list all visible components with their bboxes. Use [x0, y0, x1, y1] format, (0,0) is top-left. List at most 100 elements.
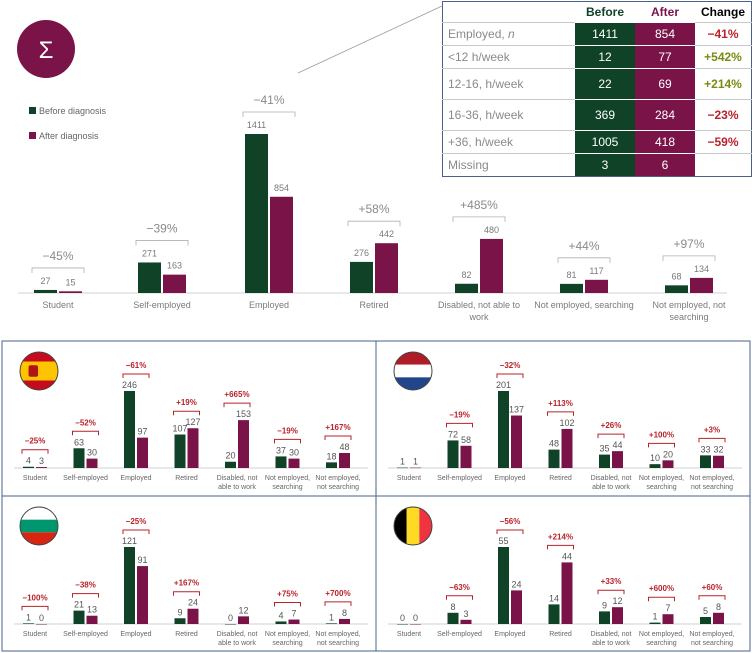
panel-value-after: 137	[509, 405, 524, 415]
panel-change-bracket	[648, 596, 675, 602]
panel-value-before: 55	[498, 536, 508, 546]
panel-change-bracket	[547, 544, 574, 550]
panel-value-after: 3	[39, 456, 44, 466]
panel-change-label: +113%	[548, 399, 573, 408]
panel-change-bracket	[72, 593, 99, 598]
panel-change-bracket	[21, 449, 49, 454]
main-value-after: 117	[589, 266, 603, 276]
panel-change-label: +167%	[174, 579, 199, 588]
main-value-before: 27	[40, 276, 50, 286]
panel-change-label: −61%	[126, 361, 147, 370]
flag-stripe-red	[394, 352, 432, 365]
panel-change-label: −56%	[500, 517, 521, 526]
panel-change-label: +75%	[277, 590, 298, 599]
panel-change-label: +700%	[325, 589, 350, 598]
table-row: 12-16, h/week 22 69 +214%	[442, 68, 752, 100]
sigma-symbol: Σ	[39, 37, 54, 64]
panel-category-label: searching	[646, 640, 676, 647]
panel-bar-after	[612, 607, 623, 624]
main-bar-after	[480, 238, 503, 293]
panel-value-after: 24	[188, 598, 198, 608]
panel-value-before: 9	[602, 600, 607, 610]
panel-bar-before	[23, 466, 34, 468]
panel-value-after: 12	[238, 605, 248, 615]
main-bar-before	[560, 283, 583, 293]
panel-bar-after	[36, 467, 47, 468]
panel-bar-before	[174, 618, 186, 624]
table-row: 16-36, h/week 369 284 −23%	[442, 99, 752, 131]
flag-stripe-blue	[394, 377, 432, 390]
panel-bar-before	[275, 621, 287, 624]
flag-stripe-white	[394, 364, 432, 378]
flag-outline	[393, 351, 433, 391]
main-value-after: 163	[167, 261, 182, 271]
panel-bar-after	[410, 624, 421, 625]
panel-change-label: −63%	[449, 583, 470, 592]
panel-value-after: 3	[463, 609, 468, 619]
panel-category-label: Employed	[494, 631, 525, 638]
panel-category-label: able to work	[218, 484, 256, 491]
panel-category-label: Self-employed	[63, 475, 108, 482]
legend-swatch-before	[29, 107, 36, 114]
panel-category-label: Disabled, not	[217, 475, 258, 482]
panel-value-after: 0	[413, 613, 418, 623]
panel-bar-before	[447, 440, 459, 468]
panel-change-label: +33%	[601, 577, 622, 586]
panel-bar-before	[397, 624, 408, 625]
panel-value-before: 4	[26, 456, 31, 466]
netherlands-flag-icon	[394, 352, 432, 390]
panel-bar-after	[561, 562, 573, 624]
panel-category-label: Not employed,	[689, 631, 734, 638]
panel-category-label: Not employed,	[639, 475, 684, 482]
main-change-bracket	[557, 257, 611, 263]
panel-value-before: 121	[122, 536, 137, 546]
panel-category-label: Disabled, not	[217, 631, 258, 638]
panel-bar-after	[339, 452, 350, 468]
panel-value-before: 246	[122, 380, 137, 390]
main-value-before: 82	[461, 270, 471, 280]
panel-bar-after	[713, 612, 724, 624]
panel-change-bracket	[446, 595, 473, 600]
main-change-bracket	[452, 216, 506, 222]
panel-change-bracket	[72, 430, 99, 436]
bulgaria-flag-icon	[20, 507, 58, 545]
panel-value-before: 1	[400, 457, 405, 467]
panel-value-before: 37	[276, 445, 286, 455]
panel-bar-before	[447, 612, 459, 624]
panel-value-after: 30	[87, 448, 97, 458]
panel-value-after: 8	[716, 602, 721, 612]
panel-change-label: −19%	[277, 426, 298, 435]
panel-bar-after	[561, 428, 573, 468]
panel-bar-after	[713, 455, 724, 468]
panel-change-label: −32%	[500, 361, 521, 370]
panel-value-before: 0	[228, 613, 233, 623]
panel-bar-before	[326, 623, 337, 624]
flag-stripe-white	[20, 507, 58, 520]
panel-value-after: 1	[413, 457, 418, 467]
sigma-badge	[17, 20, 75, 78]
panel-category-label: Self-employed	[437, 475, 482, 482]
panel-category-label: Retired	[549, 631, 572, 638]
main-category-label: Student	[42, 300, 74, 310]
main-bar-before	[665, 285, 688, 293]
panel-bar-after	[187, 608, 199, 624]
panel-bar-before	[599, 611, 610, 624]
table-cell-change: +542%	[695, 45, 752, 69]
main-bar-before	[350, 261, 373, 293]
panel-bar-before	[397, 467, 408, 469]
panel-value-after: 153	[236, 409, 251, 419]
panel-value-after: 7	[665, 603, 670, 613]
flag-stripe-black	[394, 507, 407, 545]
panel-category-label: Not employed,	[315, 631, 360, 638]
main-value-after: 854	[274, 183, 289, 193]
main-value-after: 480	[484, 225, 499, 235]
panel-bar-before	[700, 455, 711, 468]
panel-bar-after	[238, 420, 249, 468]
main-change-label: +58%	[358, 202, 389, 216]
panel-value-after: 91	[137, 555, 147, 565]
panel-bar-after	[288, 619, 300, 624]
table-cell-change: −23%	[695, 99, 752, 131]
panel-category-label: Not employed,	[639, 631, 684, 638]
panel-value-before: 9	[177, 607, 182, 617]
